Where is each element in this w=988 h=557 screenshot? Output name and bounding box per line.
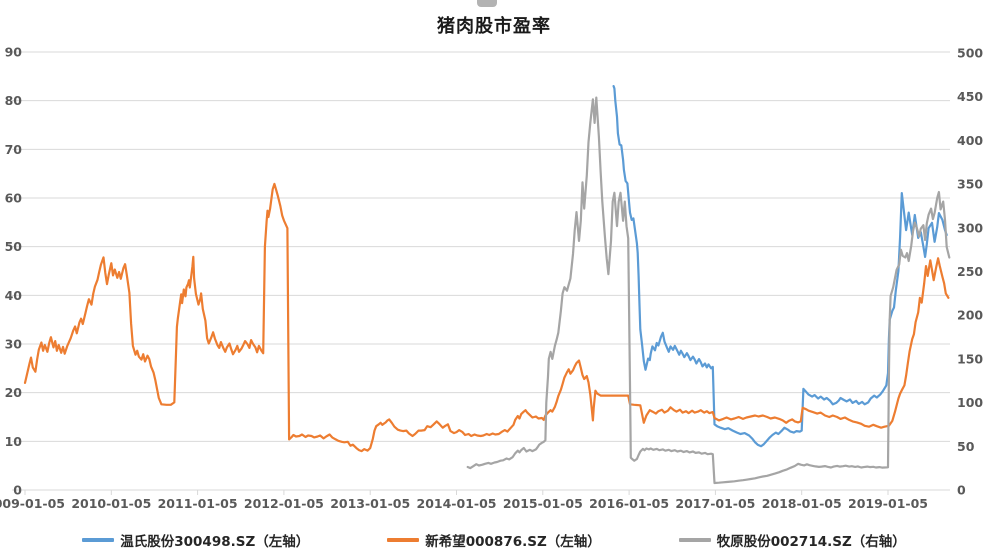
svg-text:2013-01-05: 2013-01-05 [330,496,410,511]
svg-text:2012-01-05: 2012-01-05 [244,496,324,511]
chart-legend: 温氏股份300498.SZ（左轴） 新希望000876.SZ（左轴） 牧原股份0… [0,530,988,550]
line-chart-plot-area: 0 10 20 30 40 50 60 70 80 90 0 50 100 150 200 250 300 350… [0,44,983,511]
orange-line-marker-icon [387,538,420,542]
svg-text:50: 50 [5,239,23,254]
svg-text:2014-01-05: 2014-01-05 [417,496,497,511]
svg-text:500: 500 [957,46,983,61]
svg-text:2019-01-05: 2019-01-05 [848,496,928,511]
svg-text:50: 50 [957,439,975,454]
series-line [466,96,951,485]
legend-item-wens: 温氏股份300498.SZ（左轴） [82,530,309,550]
svg-text:10: 10 [5,434,23,449]
svg-text:2009-01-05: 2009-01-05 [0,496,65,511]
svg-text:60: 60 [5,190,23,205]
svg-text:450: 450 [957,89,983,104]
gray-line-marker-icon [678,538,711,542]
svg-text:200: 200 [957,308,983,323]
chart-title: 猪肉股市盈率 [437,16,551,36]
legend-label: 新希望000876.SZ（左轴） [425,534,601,550]
svg-text:300: 300 [957,220,983,235]
svg-text:70: 70 [5,142,23,157]
svg-text:350: 350 [957,177,983,192]
svg-text:2015-01-05: 2015-01-05 [503,496,583,511]
svg-text:30: 30 [5,336,23,351]
svg-text:100: 100 [957,395,983,410]
svg-text:20: 20 [5,385,23,400]
blue-line-marker-icon [82,538,115,542]
window-drag-pill [477,0,497,7]
legend-item-newhope: 新希望000876.SZ（左轴） [387,530,601,550]
svg-text:250: 250 [957,264,983,279]
legend-label: 温氏股份300498.SZ（左轴） [120,534,310,550]
svg-text:0: 0 [957,483,966,498]
svg-text:2016-01-05: 2016-01-05 [589,496,669,511]
series-line [23,182,950,453]
svg-text:2017-01-05: 2017-01-05 [675,496,755,511]
svg-text:0: 0 [13,483,22,498]
svg-text:2010-01-05: 2010-01-05 [71,496,151,511]
svg-text:80: 80 [5,93,23,108]
svg-text:150: 150 [957,351,983,366]
svg-text:400: 400 [957,133,983,148]
svg-text:2018-01-05: 2018-01-05 [762,496,842,511]
svg-text:2011-01-05: 2011-01-05 [158,496,238,511]
legend-item-muyuan: 牧原股份002714.SZ（右轴） [678,530,906,550]
legend-label: 牧原股份002714.SZ（右轴） [716,534,906,550]
svg-text:40: 40 [5,288,23,303]
svg-text:90: 90 [5,44,23,59]
series-line [612,84,948,448]
